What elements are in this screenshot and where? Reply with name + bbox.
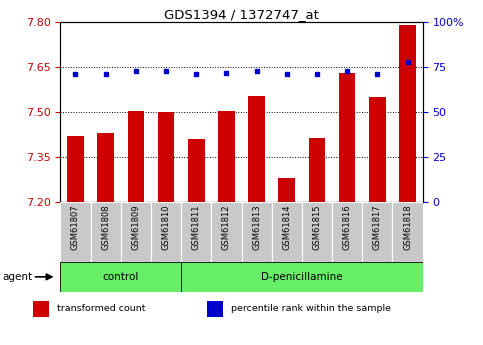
Text: GSM61814: GSM61814 xyxy=(282,205,291,250)
Bar xyxy=(362,202,393,262)
Bar xyxy=(309,138,325,202)
Bar xyxy=(33,301,49,317)
Text: GSM61810: GSM61810 xyxy=(161,205,170,250)
Bar xyxy=(188,139,204,202)
Bar xyxy=(91,202,121,262)
Bar xyxy=(181,202,212,262)
Bar xyxy=(279,178,295,202)
Bar xyxy=(98,133,114,202)
Bar xyxy=(302,202,332,262)
Bar xyxy=(339,73,355,202)
Text: GSM61813: GSM61813 xyxy=(252,205,261,250)
Text: GSM61807: GSM61807 xyxy=(71,205,80,250)
Text: transformed count: transformed count xyxy=(57,304,145,313)
Bar xyxy=(121,202,151,262)
Bar xyxy=(60,262,181,292)
Bar xyxy=(393,202,423,262)
Text: GSM61818: GSM61818 xyxy=(403,205,412,250)
Bar xyxy=(212,202,242,262)
Bar xyxy=(242,202,271,262)
Text: percentile rank within the sample: percentile rank within the sample xyxy=(231,304,391,313)
Bar xyxy=(207,301,223,317)
Text: GSM61811: GSM61811 xyxy=(192,205,201,250)
Bar xyxy=(248,96,265,202)
Text: GSM61812: GSM61812 xyxy=(222,205,231,250)
Bar xyxy=(332,202,362,262)
Text: GSM61815: GSM61815 xyxy=(313,205,322,250)
Bar xyxy=(67,136,84,202)
Bar xyxy=(128,111,144,202)
Bar xyxy=(399,26,416,202)
Text: D-penicillamine: D-penicillamine xyxy=(261,272,342,282)
Bar xyxy=(271,202,302,262)
Text: GSM61817: GSM61817 xyxy=(373,205,382,250)
Text: GSM61816: GSM61816 xyxy=(342,205,352,250)
Title: GDS1394 / 1372747_at: GDS1394 / 1372747_at xyxy=(164,8,319,21)
Text: control: control xyxy=(102,272,139,282)
Text: GSM61809: GSM61809 xyxy=(131,205,141,250)
Bar xyxy=(369,97,385,202)
Text: GSM61808: GSM61808 xyxy=(101,205,110,250)
Bar xyxy=(60,202,91,262)
Bar xyxy=(158,112,174,202)
Text: agent: agent xyxy=(2,272,32,282)
Bar xyxy=(151,202,181,262)
Bar xyxy=(181,262,423,292)
Bar xyxy=(218,111,235,202)
